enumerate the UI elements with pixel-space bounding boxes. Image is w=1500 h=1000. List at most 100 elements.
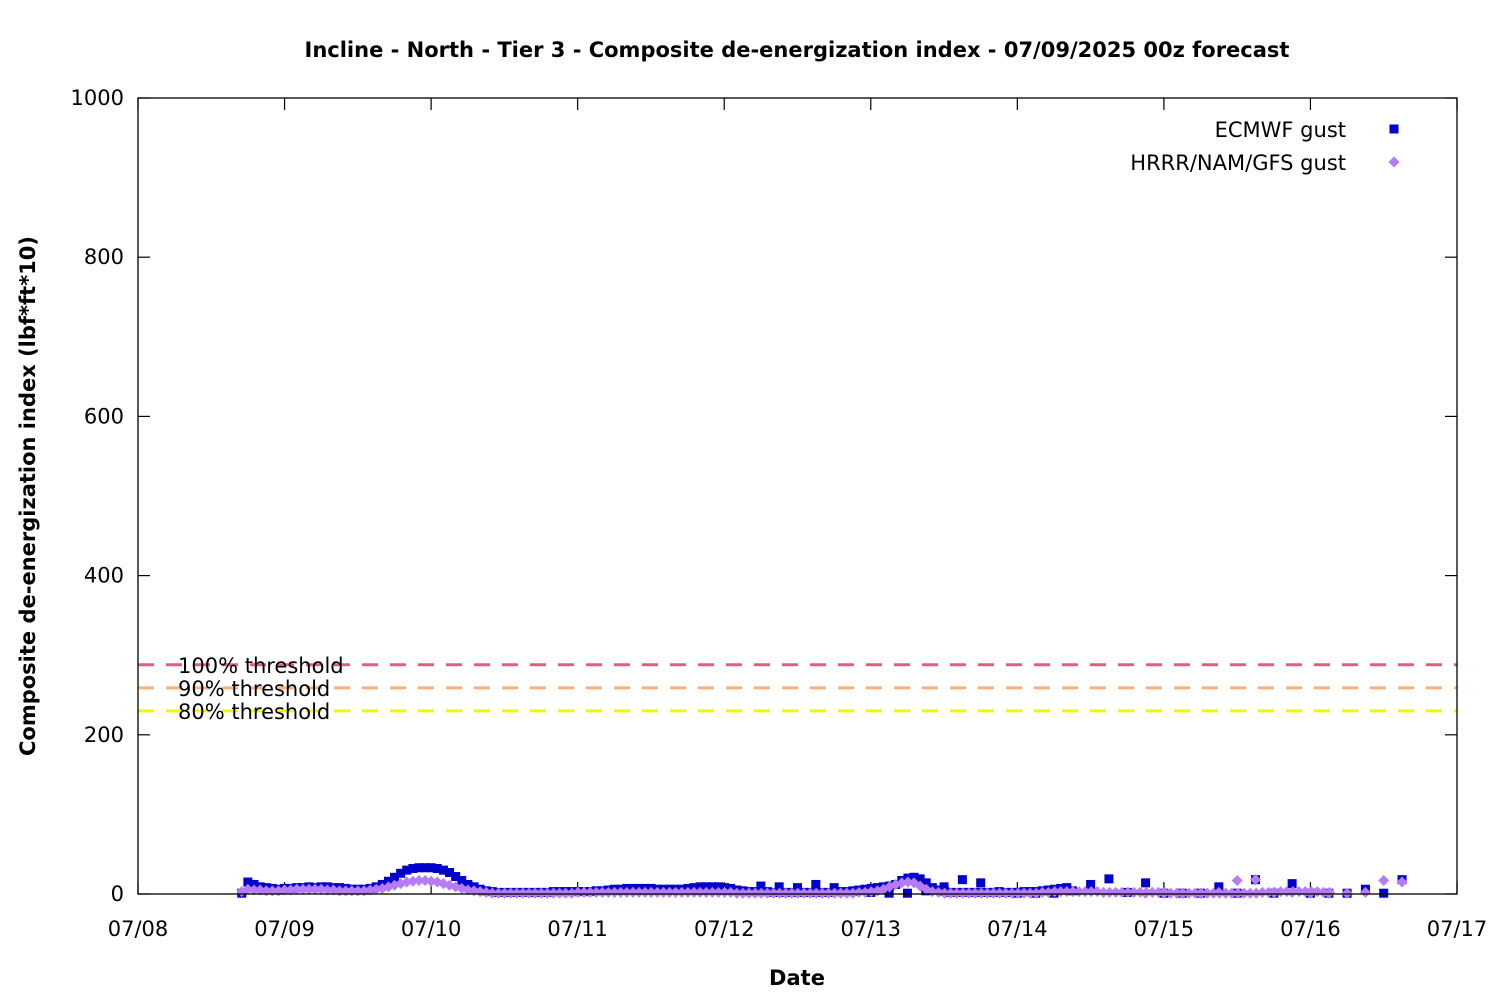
ecmwf-point — [445, 868, 455, 878]
hrrr-point — [767, 887, 779, 899]
hrrr-point — [712, 886, 724, 898]
ecmwf-point — [756, 881, 766, 891]
hrrr-point — [1024, 887, 1036, 899]
hrrr-point — [1110, 886, 1122, 898]
x-tick-label: 07/15 — [1134, 917, 1195, 941]
hrrr-point — [792, 887, 804, 899]
hrrr-point — [700, 886, 712, 898]
ecmwf-point — [408, 864, 418, 874]
hrrr-point — [621, 886, 633, 898]
hrrr-point — [651, 886, 663, 898]
hrrr-point — [303, 883, 315, 895]
hrrr-point — [755, 887, 767, 899]
y-tick-label: 600 — [84, 404, 124, 428]
hrrr-point — [780, 887, 792, 899]
hrrr-point — [719, 886, 731, 898]
hrrr-point — [639, 886, 651, 898]
x-axis-label: Date — [769, 966, 825, 990]
ecmwf-point — [1086, 879, 1096, 889]
hrrr-point — [1201, 887, 1213, 899]
hrrr-point — [584, 886, 596, 898]
hrrr-point — [670, 886, 682, 898]
legend-label: ECMWF gust — [1215, 118, 1346, 142]
hrrr-point — [841, 887, 853, 899]
ecmwf-point — [402, 865, 412, 875]
hrrr-point — [822, 887, 834, 899]
legend-marker — [1389, 124, 1399, 134]
hrrr-point — [1104, 886, 1116, 898]
hrrr-point — [609, 886, 621, 898]
hrrr-point — [529, 887, 541, 899]
hrrr-point — [1213, 886, 1225, 898]
hrrr-point — [615, 886, 627, 898]
hrrr-point — [743, 887, 755, 899]
hrrr-point — [1128, 886, 1140, 898]
ecmwf-point — [1214, 882, 1224, 892]
ecmwf-point — [438, 865, 448, 875]
hrrr-point — [511, 887, 523, 899]
hrrr-point — [994, 887, 1006, 899]
hrrr-point — [749, 887, 761, 899]
hrrr-point — [853, 886, 865, 898]
hrrr-point — [1226, 887, 1238, 899]
hrrr-point — [969, 887, 981, 899]
ecmwf-point — [432, 864, 442, 874]
hrrr-point — [560, 887, 572, 899]
ecmwf-point — [426, 863, 436, 873]
hrrr-point — [633, 886, 645, 898]
hrrr-point — [1195, 887, 1207, 899]
hrrr-point — [535, 887, 547, 899]
x-tick-label: 07/14 — [987, 917, 1048, 941]
y-axis-label: Composite de-energization index (lbf*ft*… — [16, 236, 40, 756]
ecmwf-point — [915, 874, 925, 884]
hrrr-point — [1012, 887, 1024, 899]
ecmwf-point — [1104, 874, 1114, 884]
ecmwf-point — [249, 879, 259, 889]
ecmwf-point — [909, 872, 919, 882]
chart-title: Incline - North - Tier 3 - Composite de-… — [305, 38, 1290, 62]
ecmwf-point — [463, 879, 473, 889]
hrrr-point — [627, 886, 639, 898]
hrrr-point — [688, 886, 700, 898]
ecmwf-point — [451, 871, 461, 881]
x-tick-label: 07/12 — [694, 917, 755, 941]
x-tick-label: 07/17 — [1427, 917, 1488, 941]
hrrr-point — [731, 887, 743, 899]
hrrr-point — [321, 884, 333, 896]
hrrr-point — [1116, 886, 1128, 898]
hrrr-point — [1256, 886, 1268, 898]
hrrr-point — [590, 886, 602, 898]
hrrr-point — [816, 887, 828, 899]
hrrr-point — [602, 886, 614, 898]
hrrr-point — [645, 886, 657, 898]
hrrr-point — [957, 887, 969, 899]
ecmwf-point — [976, 878, 986, 888]
hrrr-point — [1231, 874, 1243, 886]
ecmwf-point — [414, 863, 424, 873]
ecmwf-point — [939, 882, 949, 892]
hrrr-point — [1323, 887, 1335, 899]
threshold-label: 80% threshold — [178, 700, 330, 724]
hrrr-point — [1006, 887, 1018, 899]
hrrr-point — [951, 887, 963, 899]
x-tick-label: 07/11 — [547, 917, 608, 941]
hrrr-point — [1140, 887, 1152, 899]
hrrr-point — [1232, 887, 1244, 899]
hrrr-point — [664, 886, 676, 898]
hrrr-point — [499, 887, 511, 899]
hrrr-point — [248, 884, 260, 896]
hrrr-point — [1378, 874, 1390, 886]
hrrr-point — [547, 887, 559, 899]
ecmwf-point — [829, 883, 839, 893]
hrrr-point — [706, 886, 718, 898]
hrrr-point — [1158, 887, 1170, 899]
threshold-label: 100% threshold — [178, 654, 344, 678]
ecmwf-point — [957, 875, 967, 885]
hrrr-point — [804, 887, 816, 899]
hrrr-point — [945, 887, 957, 899]
hrrr-point — [1000, 887, 1012, 899]
hrrr-point — [572, 886, 584, 898]
hrrr-point — [963, 887, 975, 899]
hrrr-point — [694, 886, 706, 898]
y-tick-label: 800 — [84, 245, 124, 269]
